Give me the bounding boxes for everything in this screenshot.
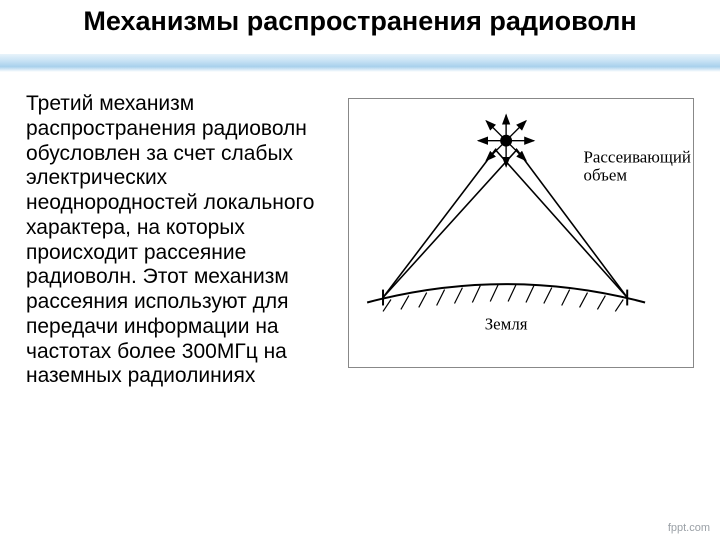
label-earth: Земля — [485, 314, 528, 333]
watermark: fppt.com — [668, 522, 710, 534]
earth-hatching — [383, 285, 623, 312]
scatter-rays — [478, 115, 534, 167]
diagram-frame: Рассеивающий объем Земля — [348, 98, 694, 368]
scattering-diagram: Рассеивающий объем Земля — [349, 99, 693, 367]
label-scatter: Рассеивающий объем — [584, 148, 693, 185]
header-gradient-band — [0, 54, 720, 72]
slide-body-text: Третий механизм распространения радиовол… — [26, 92, 336, 389]
slide-title: Механизмы распространения радиоволн — [0, 6, 720, 37]
